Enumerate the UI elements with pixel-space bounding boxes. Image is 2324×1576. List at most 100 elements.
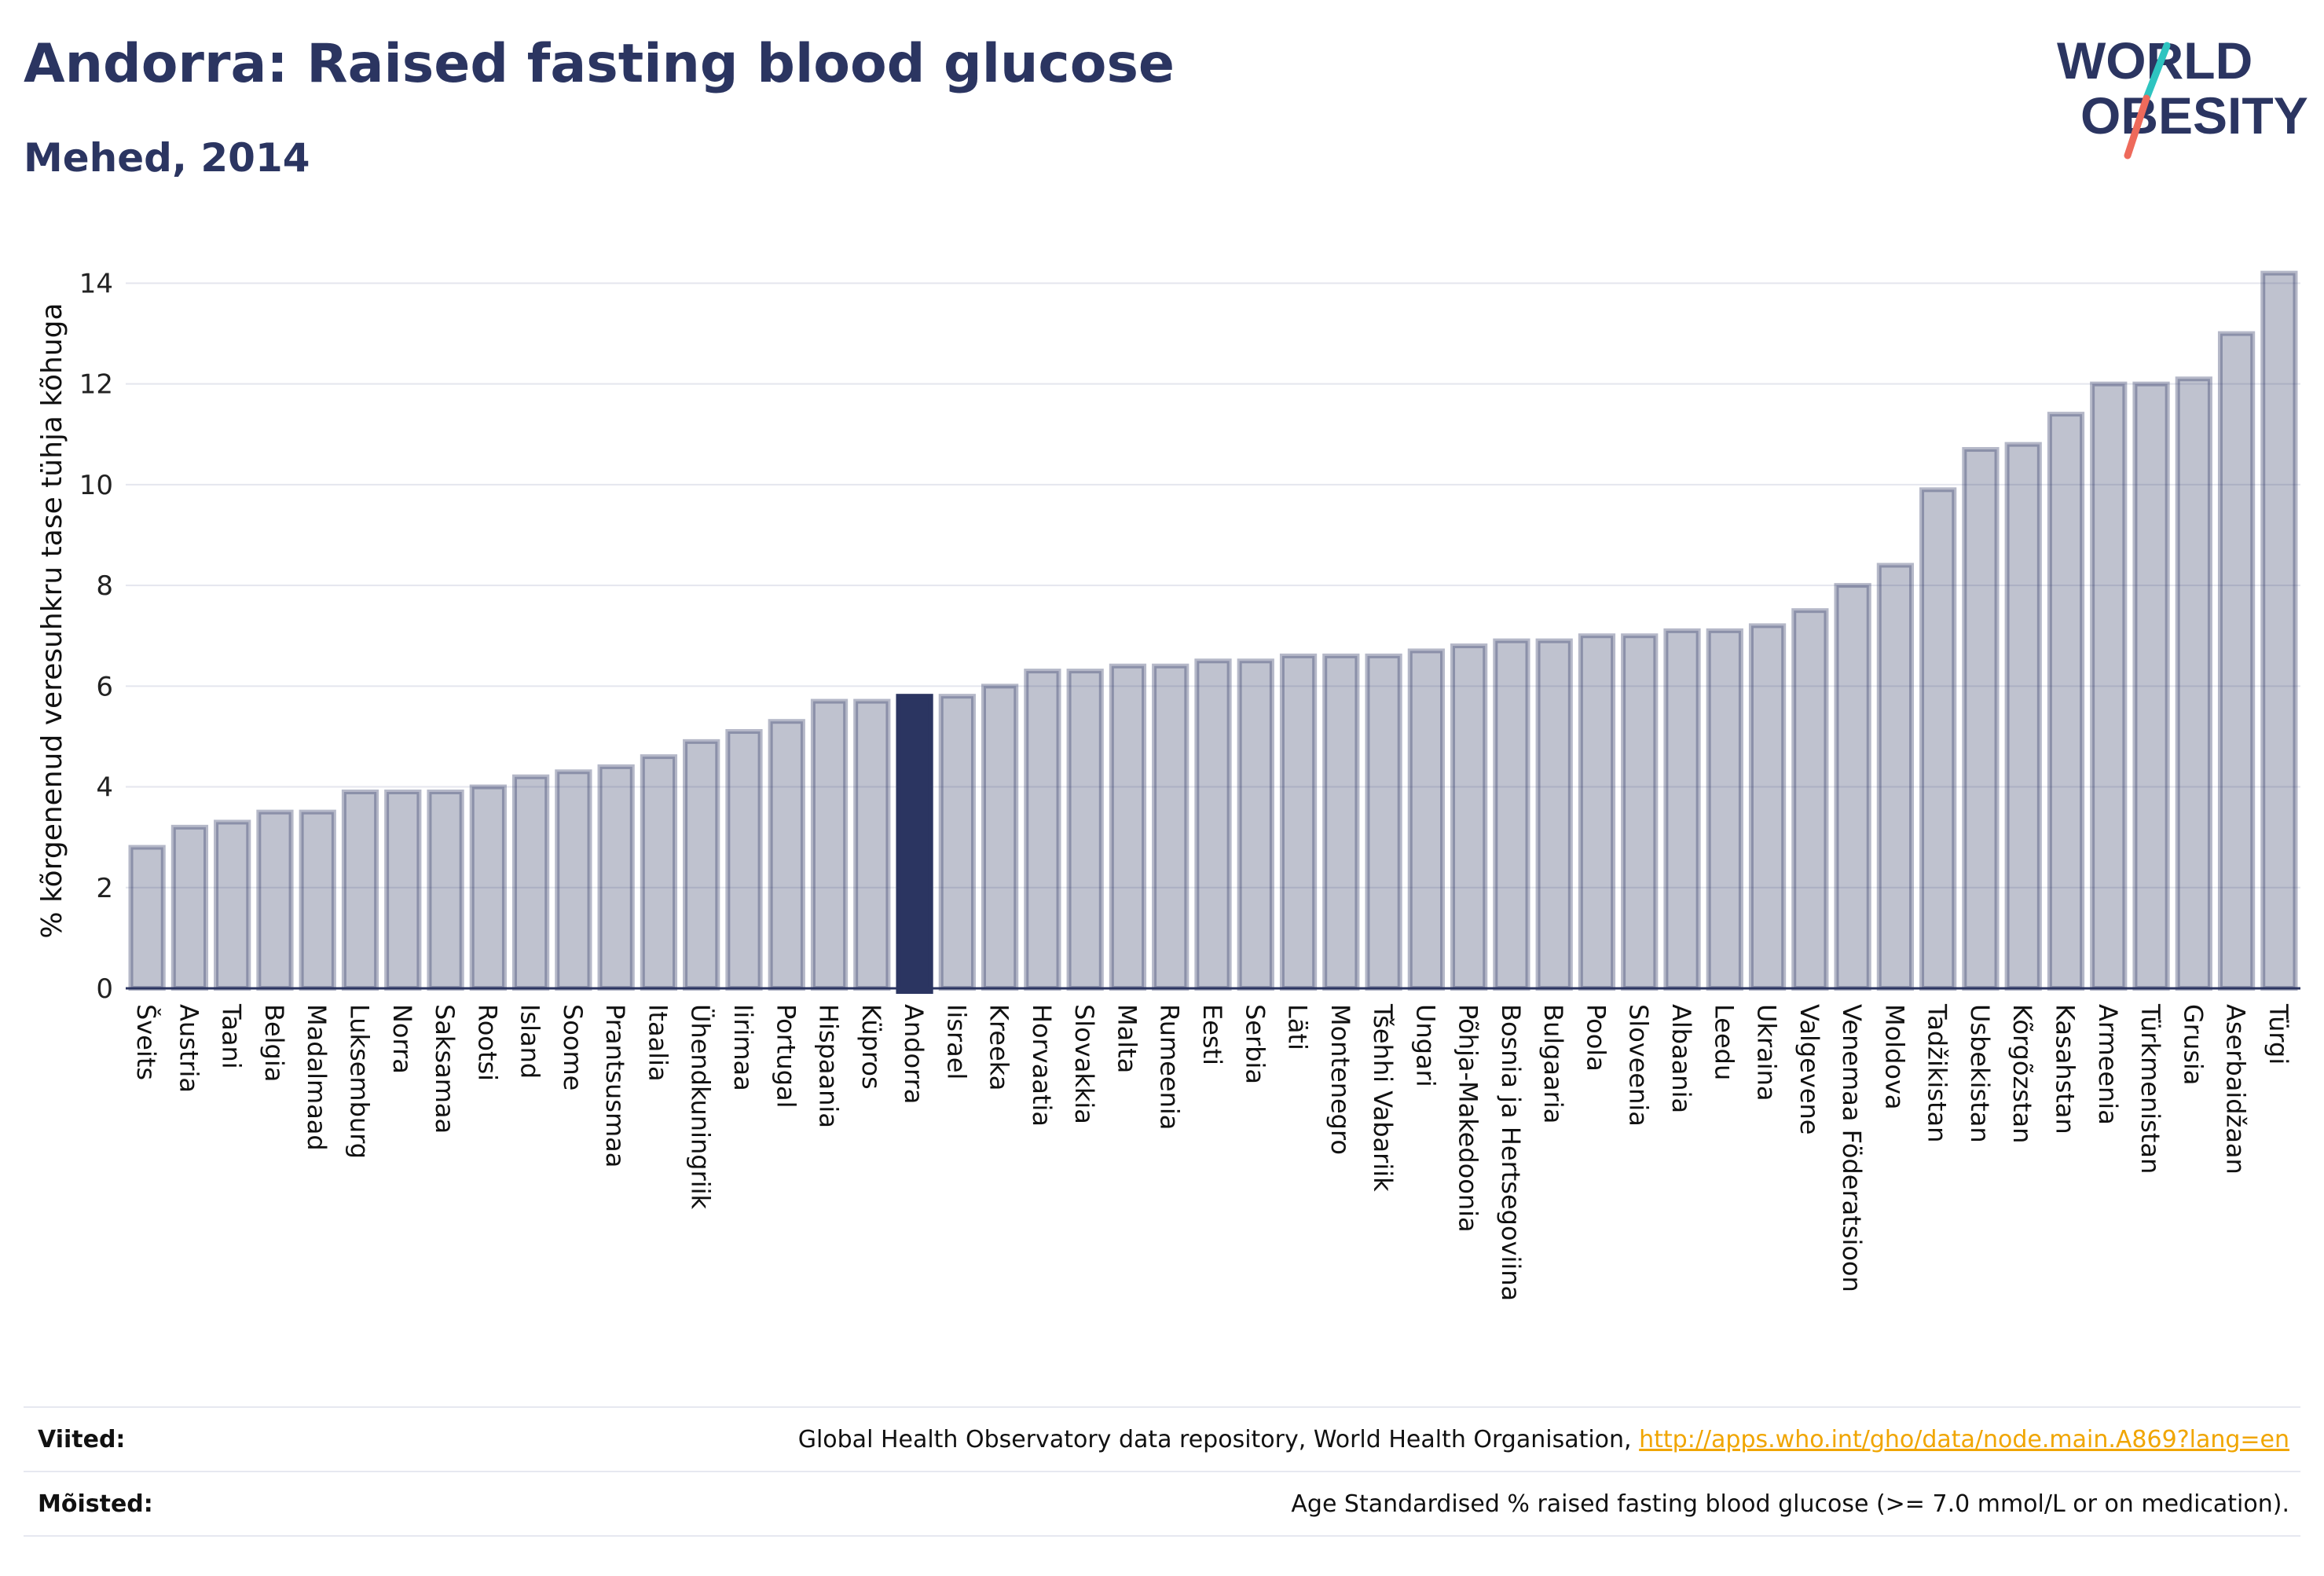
bar-chart: 0 2 4 6 8 10 12 14 Šveits Austria Taani Belgia Mada… [36,268,2300,1301]
x-tick-label: Türkmenistan [2135,1003,2165,1174]
y-tick-label: 0 [96,973,113,1005]
x-tick-label: Soome [558,1004,588,1090]
bar [511,774,550,991]
bar [1365,653,1402,991]
x-tick-label: Portugal [771,1004,801,1109]
x-tick-label: Ühendkuningriik [686,1004,716,1210]
x-tick-label: Ukraina [1752,1004,1782,1101]
x-tick-label: Venemaa Föderatsioon [1837,1004,1867,1292]
bar [1322,653,1360,991]
bar [1706,628,1743,991]
x-tick-label: Iirimaa [728,1004,758,1091]
y-tick-labels: 0 2 4 6 8 10 12 14 [79,268,113,1005]
x-tick-label: Iisrael [941,1004,971,1079]
bar [2090,381,2128,991]
bar [469,784,507,991]
bar [170,824,209,991]
x-tick-label: Albaania [1666,1004,1696,1113]
bar [640,754,678,991]
bar [2175,376,2212,991]
y-tick-label: 8 [96,570,113,602]
x-tick-label: Moldova [1879,1004,1909,1110]
y-tick-label: 12 [79,369,113,401]
x-tick-label: Horvaatia [1027,1004,1057,1127]
bar [1962,447,2000,991]
x-tick-label: Armeenia [2093,1004,2123,1125]
x-tick-label: Hispaania [814,1004,844,1128]
y-axis-label: % kõrgenenud veresuhkru tase tühja kõhug… [36,302,68,938]
bar [341,789,379,991]
chart-title: Andorra: Raised fasting blood glucose [24,33,1175,95]
sources-label: Viited: [38,1426,126,1453]
bar [1876,563,1915,991]
x-tick-label: Aserbaidžaan [2221,1004,2251,1175]
x-tick-label: Madalmaad [302,1004,332,1151]
bar [384,789,422,991]
x-tick-label: Andorra [899,1004,929,1104]
y-tick-label: 14 [79,268,113,299]
bar [299,809,336,991]
x-tick-label: Rumeenia [1155,1004,1185,1130]
bar [1663,628,1701,991]
logo-text-obesity: OBESITY [2080,86,2308,145]
y-tick-label: 2 [96,873,113,904]
x-tick-label: Slovakkia [1069,1004,1099,1124]
footer-divider [24,1406,2300,1408]
x-tick-label: Luksemburg [345,1004,375,1159]
logo-slash-teal [2143,42,2171,102]
bar [256,809,294,991]
x-tick-label: Rootsi [472,1004,502,1081]
x-tick-label: Leedu [1709,1004,1739,1080]
x-tick-label: Türgi [2264,1003,2293,1065]
y-tick-label: 6 [96,671,113,702]
logo-slash-coral [2124,94,2150,159]
footer-divider [24,1535,2300,1537]
bar [810,698,849,991]
definitions-label: Mõisted: [38,1490,153,1518]
x-tick-label: Küpros [856,1004,886,1090]
bar [1791,608,1829,991]
x-tick-label: Ungari [1410,1004,1440,1087]
x-tick-label: Kõrgõzstan [2007,1004,2037,1143]
y-tick-label: 4 [96,772,113,804]
x-tick-label: Norra [387,1004,417,1074]
bar [725,729,763,991]
bar [555,769,592,991]
x-tick-label: Läti [1283,1004,1313,1050]
bar [128,845,166,991]
x-tick-label: Serbia [1240,1004,1270,1084]
x-tick-label: Belgia [259,1004,289,1082]
bar [1237,658,1274,991]
bar [1535,638,1573,991]
x-tick-label: Bulgaaria [1538,1004,1568,1123]
sources-text: Global Health Observatory data repositor… [798,1426,2289,1453]
x-tick-label: Bosnia ja Hertsegoviina [1496,1004,1526,1301]
sources-link[interactable]: http://apps.who.int/gho/data/node.main.A… [1639,1426,2289,1453]
bars [128,270,2298,994]
bar [981,684,1019,991]
bar [2260,270,2298,991]
x-tick-label: Taani [217,1003,247,1069]
bar [938,694,976,991]
x-tick-label: Island [515,1004,545,1079]
y-tick-label: 10 [79,470,113,501]
x-tick-label: Prantsusmaa [600,1004,630,1167]
x-tick-label: Austria [174,1004,203,1093]
bar [1279,653,1318,991]
bar [1834,583,1871,991]
bar [214,819,251,991]
bar [2132,381,2170,991]
x-tick-label: Kasahstan [2050,1004,2080,1134]
bar [683,739,720,991]
x-tick-label: Montenegro [1325,1004,1355,1155]
x-tick-label: Šveits [131,1004,162,1080]
x-tick-label: Malta [1112,1004,1142,1073]
x-tick-label: Tšehhi Vabariik [1368,1003,1398,1192]
x-tick-label: Itaalia [643,1004,673,1082]
bar [1407,648,1445,991]
bar [1024,669,1061,991]
bar-highlighted [896,694,933,994]
x-tick-label: Sloveenia [1624,1004,1654,1127]
bar [1450,643,1488,991]
bar [853,698,891,991]
